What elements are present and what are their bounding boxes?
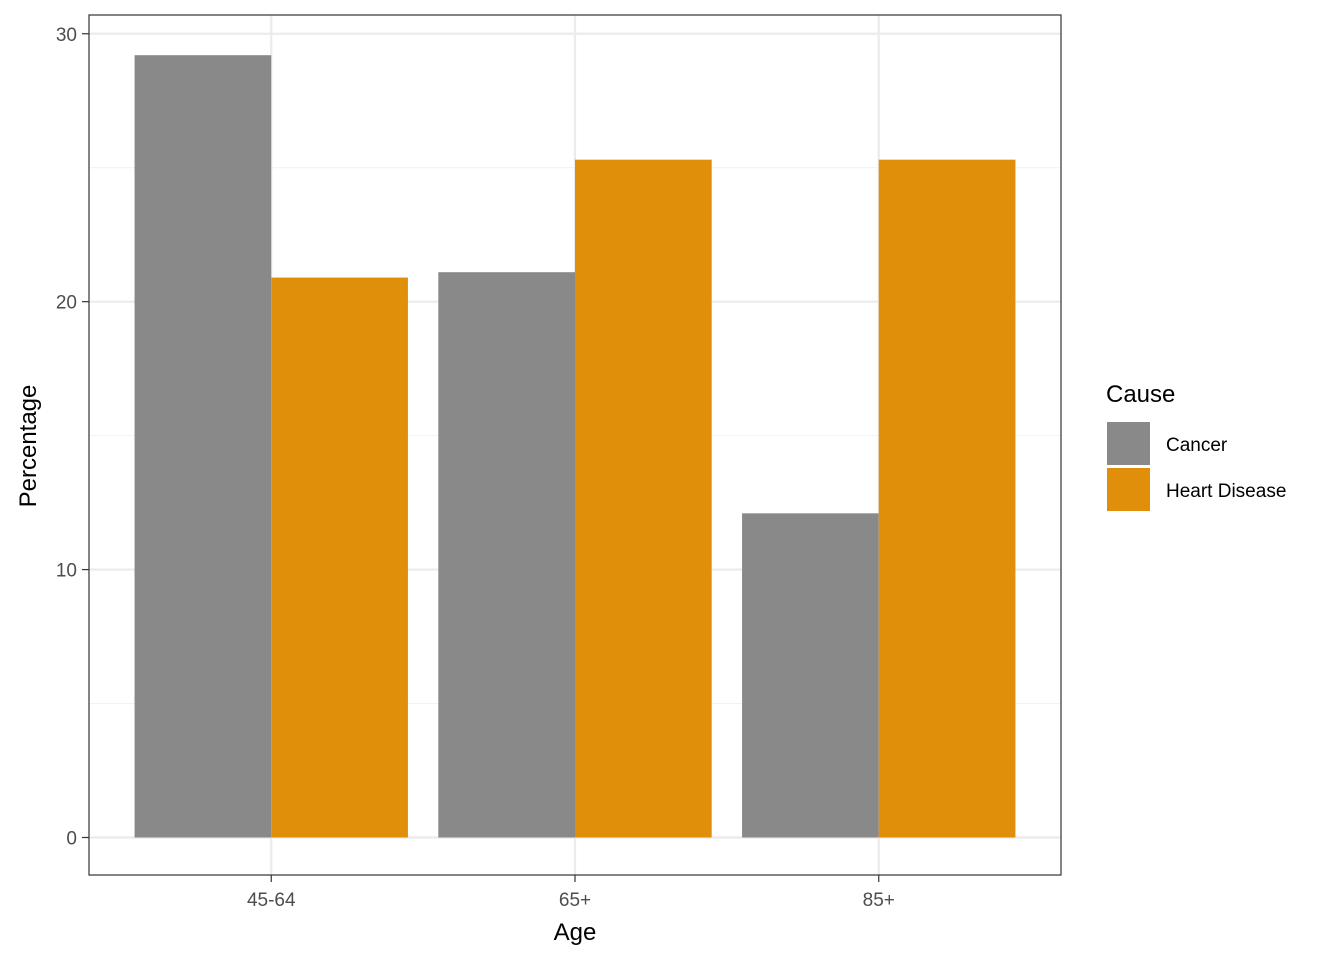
bar-heart-disease-45-64 — [271, 277, 408, 838]
y-tick-label: 10 — [56, 561, 77, 582]
bar-heart-disease-65+ — [575, 159, 712, 838]
legend-label: Heart Disease — [1166, 481, 1286, 502]
y-tick-label: 30 — [56, 25, 77, 46]
bar-heart-disease-85+ — [878, 159, 1016, 838]
x-axis-title: Age — [554, 919, 597, 946]
y-tick-label: 0 — [66, 828, 77, 849]
legend-title: Cause — [1106, 381, 1175, 408]
legend-label: Cancer — [1166, 435, 1228, 456]
x-tick-label: 45-64 — [247, 890, 296, 911]
legend-key-heart-disease — [1107, 468, 1150, 511]
legend-key-cancer — [1107, 422, 1150, 465]
x-axis: 45-64 65+ 85+ — [247, 875, 895, 911]
y-axis-title: Percentage — [15, 385, 42, 508]
x-tick-label: 85+ — [863, 890, 895, 911]
bar-cancer-85+ — [742, 513, 879, 838]
y-tick-label: 20 — [56, 293, 77, 314]
bar-cancer-45-64 — [134, 55, 272, 838]
y-axis: 0 10 20 30 — [56, 25, 89, 849]
legend: Cause Cancer Heart Disease — [1106, 381, 1286, 511]
bars — [134, 55, 1016, 838]
x-tick-label: 65+ — [559, 890, 591, 911]
bar-cancer-65+ — [438, 272, 575, 838]
